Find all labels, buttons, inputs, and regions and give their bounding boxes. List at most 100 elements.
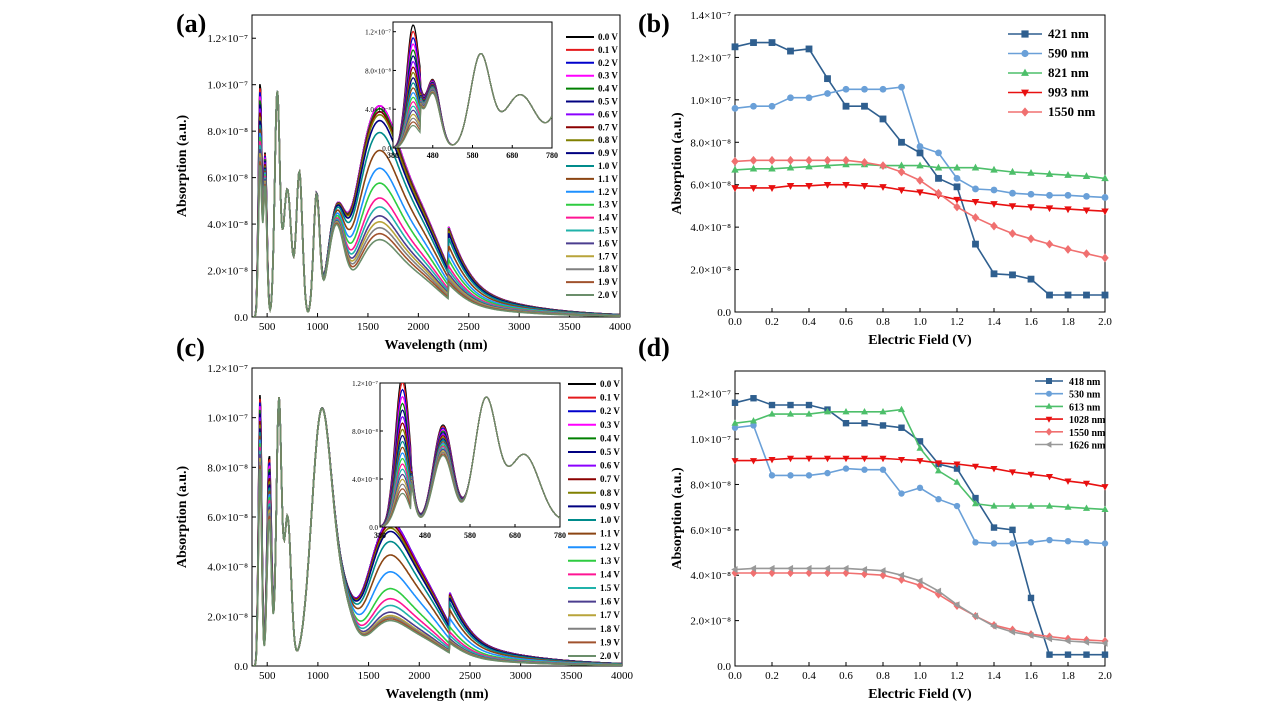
- marker-diamond: [768, 155, 776, 165]
- marker-square: [861, 419, 868, 427]
- x-tick-label: 0.4: [802, 316, 816, 328]
- marker-circle: [972, 185, 979, 193]
- marker-triangle-up: [1064, 503, 1072, 510]
- marker-triangle-down: [916, 458, 924, 465]
- marker-triangle-up: [1045, 402, 1053, 409]
- x-tick-label: 2500: [458, 321, 481, 333]
- marker-triangle-up: [1045, 170, 1054, 177]
- marker-square: [750, 39, 757, 46]
- y-tick-label: 6.0×10⁻⁸: [207, 173, 248, 185]
- panel-label: (a): [176, 9, 206, 38]
- legend-entry: 1.6 V: [598, 238, 618, 248]
- marker-triangle-down: [749, 458, 758, 465]
- marker-circle: [990, 186, 998, 194]
- marker-diamond: [990, 221, 998, 231]
- marker-square: [953, 465, 961, 472]
- marker-circle: [916, 143, 924, 150]
- marker-circle: [824, 90, 831, 97]
- spectrum-line-20V: [252, 90, 620, 317]
- x-tick-label: 0.2: [765, 670, 779, 682]
- marker-triangle-down: [1101, 484, 1109, 491]
- y-tick-label: 1.2×10⁻⁷: [690, 52, 731, 64]
- marker-circle: [898, 490, 905, 497]
- marker-triangle-up: [749, 164, 758, 172]
- y-tick-label: 0.0: [717, 307, 731, 319]
- legend-entry: 1.0 V: [600, 515, 620, 525]
- x-tick-label: 2500: [459, 670, 482, 682]
- marker-triangle-down: [842, 181, 850, 189]
- marker-circle: [953, 502, 961, 510]
- series-418-nm: [731, 395, 1109, 658]
- legend-entry: 1.8 V: [600, 624, 620, 634]
- marker-triangle-down: [1045, 416, 1053, 423]
- marker-diamond: [805, 155, 813, 165]
- marker-triangle-up: [1008, 502, 1017, 509]
- marker-circle: [1009, 189, 1016, 197]
- marker-square: [1101, 291, 1109, 299]
- marker-triangle-down: [879, 455, 887, 463]
- marker-triangle-up: [1008, 167, 1017, 175]
- marker-diamond: [1082, 249, 1091, 259]
- inset-x-tick-label: 580: [464, 531, 476, 540]
- marker-square: [861, 102, 868, 110]
- marker-diamond: [879, 161, 887, 171]
- marker-diamond: [1021, 107, 1029, 117]
- legend-entry: 2.0 V: [598, 290, 618, 300]
- marker-circle: [935, 149, 942, 157]
- legend-1: 421 nm 590 nm 821 nm 993 nm 1550 nm: [1008, 26, 1095, 119]
- marker-circle: [990, 540, 998, 547]
- marker-triangle-down: [1008, 469, 1017, 476]
- inset-line: [380, 396, 560, 527]
- inset-y-tick-label: 8.0×10⁻⁸: [365, 67, 391, 75]
- marker-triangle-down: [1082, 207, 1091, 215]
- marker-circle: [861, 85, 868, 93]
- legend-entry: 0.4 V: [600, 433, 620, 443]
- x-tick-label: 0.6: [839, 670, 853, 682]
- inset-y-tick-label: 4.0×10⁻⁸: [352, 476, 378, 484]
- marker-triangle-down: [1045, 473, 1054, 481]
- marker-triangle-up: [934, 163, 943, 171]
- inset-x-tick-label: 380: [374, 531, 386, 540]
- x-tick-label: 500: [259, 321, 276, 333]
- marker-left-triangle: [897, 571, 905, 579]
- marker-triangle-down: [1045, 205, 1054, 213]
- x-tick-label: 0.6: [839, 316, 853, 328]
- legend-entry: 2.0 V: [600, 651, 620, 661]
- marker-triangle-down: [860, 183, 869, 190]
- x-tick-label: 0.0: [728, 670, 742, 682]
- inset-x-tick-label: 480: [427, 151, 439, 160]
- y-axis-label: Absorption (a.u.): [670, 112, 685, 215]
- marker-left-triangle: [786, 564, 794, 572]
- inset-line: [393, 53, 552, 148]
- marker-triangle-down: [749, 185, 758, 192]
- y-tick-label: 1.2×10⁻⁷: [207, 33, 248, 45]
- marker-triangle-up: [860, 408, 869, 415]
- marker-diamond: [786, 155, 795, 165]
- marker-left-triangle: [953, 601, 960, 609]
- marker-triangle-up: [953, 478, 961, 485]
- marker-triangle-down: [1027, 204, 1035, 212]
- legend-entry: 1.8 V: [598, 264, 618, 274]
- marker-diamond: [1045, 239, 1054, 249]
- inset-x-tick-label: 580: [467, 151, 479, 160]
- marker-square: [1046, 378, 1052, 384]
- y-tick-label: 1.2×10⁻⁷: [207, 363, 248, 375]
- marker-triangle-down: [916, 189, 924, 197]
- y-tick-label: 1.2×10⁻⁷: [690, 389, 731, 401]
- marker-diamond: [1027, 234, 1035, 244]
- y-tick-label: 4.0×10⁻⁸: [690, 570, 731, 582]
- x-tick-label: 2000: [408, 670, 431, 682]
- legend-entry: 1550 nm: [1069, 428, 1106, 439]
- marker-left-triangle: [1082, 638, 1090, 646]
- y-tick-label: 4.0×10⁻⁸: [207, 219, 248, 231]
- legend-entry: 1.1 V: [598, 174, 618, 184]
- y-tick-label: 1.0×10⁻⁷: [207, 80, 248, 92]
- x-tick-label: 0.4: [802, 670, 816, 682]
- series-1028-nm: [731, 455, 1109, 491]
- x-tick-label: 1.0: [913, 670, 927, 682]
- marker-square: [787, 401, 794, 409]
- marker-circle: [1064, 537, 1072, 545]
- marker-left-triangle: [749, 564, 757, 572]
- marker-square: [972, 494, 979, 502]
- legend-entry: 0.6 V: [600, 461, 620, 471]
